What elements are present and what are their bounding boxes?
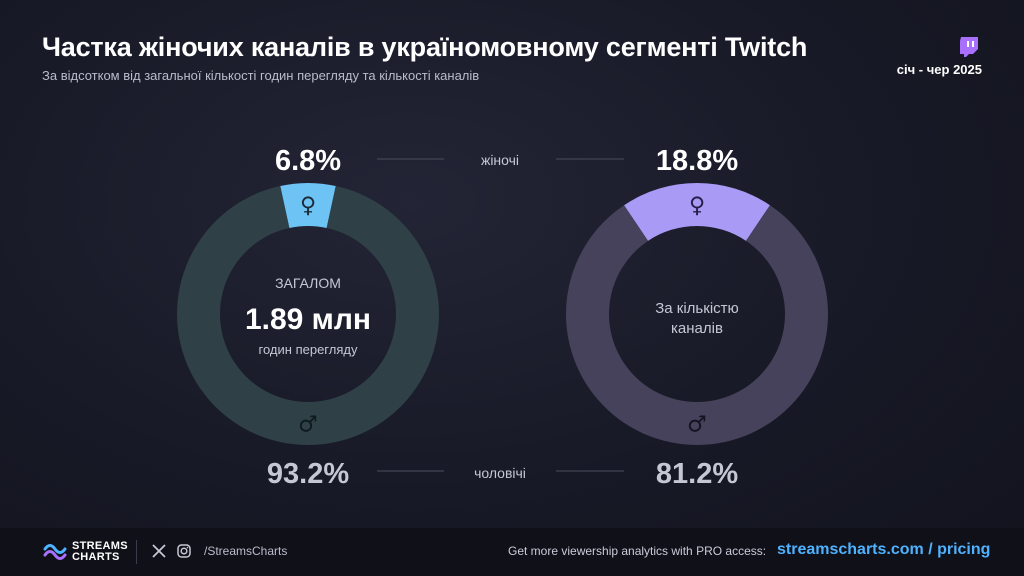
chart-title: Частка жіночих каналів в україномовному …: [42, 32, 808, 62]
social-handle[interactable]: /StreamsCharts: [204, 544, 288, 558]
male-symbol-icon: ♂: [687, 413, 707, 438]
donut-channels-female-slice: [624, 183, 770, 241]
watch-hours-female-value: 6.8%: [275, 145, 341, 177]
brand-line2: CHARTS: [72, 551, 120, 563]
center-bottom-label: годин перегляду: [259, 342, 358, 357]
female-label: жіночі: [481, 152, 519, 168]
brand-line1: STREAMS: [72, 540, 128, 552]
watch-hours-male-value: 93.2%: [267, 458, 349, 490]
channels-female-value: 18.8%: [656, 145, 738, 177]
channels-center-line2: каналів: [671, 320, 723, 337]
pricing-link[interactable]: streamscharts.com / pricing: [777, 541, 991, 558]
channels-male-value: 81.2%: [656, 458, 738, 490]
male-symbol-icon: ♂: [298, 413, 318, 438]
pro-access-text: Get more viewership analytics with PRO a…: [508, 544, 767, 558]
center-total-value: 1.89 млн: [245, 303, 371, 336]
donut-channels: ♀ ♂: [566, 183, 828, 445]
donut-watch-hours: ♀ ♂: [177, 182, 439, 445]
donut-channels-male-slice: [566, 205, 828, 445]
chart-subtitle: За відсотком від загальної кількості год…: [42, 68, 480, 83]
male-label: чоловічі: [474, 465, 526, 481]
donut-watch-hours-male-slice: [177, 185, 439, 445]
donut-watch-hours-female-slice: [280, 182, 336, 229]
channels-center-line1: За кількістю: [655, 300, 739, 317]
instagram-icon[interactable]: [177, 544, 191, 558]
charts-canvas: жіночі чоловічі ♀ ♂ 6.8% 93.2% ЗАГАЛОМ 1…: [177, 145, 828, 490]
brand-name: STREAMS CHARTS: [72, 541, 128, 563]
center-top-label: ЗАГАЛОМ: [275, 275, 341, 291]
footer: STREAMS CHARTS /StreamsCharts Get more v…: [0, 528, 1024, 576]
female-symbol-icon: ♀: [689, 194, 705, 219]
x-icon[interactable]: [152, 544, 166, 558]
streamscharts-logo-icon: [43, 544, 67, 560]
period-label: січ - чер 2025: [896, 62, 982, 77]
female-symbol-icon: ♀: [300, 194, 316, 219]
twitch-icon: [960, 37, 978, 57]
footer-divider: [136, 540, 137, 564]
